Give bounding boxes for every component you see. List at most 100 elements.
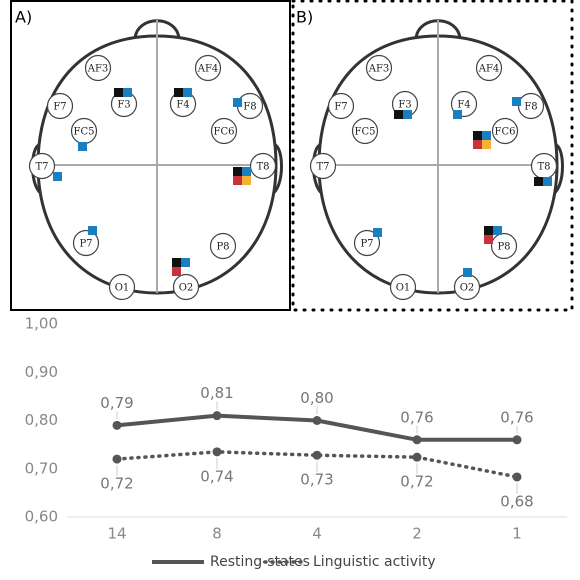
point — [412, 435, 422, 445]
marker-square — [463, 268, 472, 277]
electrode-label: F7 — [334, 102, 347, 113]
electrode-label: F7 — [53, 102, 66, 113]
marker-square — [181, 258, 190, 267]
point — [412, 452, 422, 462]
electrode-label: FC6 — [214, 127, 235, 138]
y-tick-label: 1,00 — [25, 315, 58, 333]
marker-square — [543, 177, 552, 186]
electrode-label: O1 — [396, 283, 411, 294]
electrode — [491, 117, 519, 145]
marker-square — [473, 131, 482, 140]
electrode-label: P8 — [497, 242, 510, 253]
value-label: 0,68 — [500, 492, 533, 510]
electrode-label: F4 — [457, 100, 470, 111]
electrode — [327, 92, 355, 120]
head-diagram: AF3 AF4 F7 F3 F4 F8 FC5 FC6 T7 T8 P7 P8 O1 O2 A) — [15, 8, 283, 301]
electrode-label: FC5 — [74, 127, 95, 138]
electrode-label: AF4 — [478, 64, 500, 75]
x-tick-label: 8 — [212, 525, 222, 543]
electrode — [46, 92, 74, 120]
marker-square — [473, 140, 482, 149]
electrode — [172, 273, 200, 301]
marker-square — [233, 167, 242, 176]
electrode — [351, 117, 379, 145]
marker-square — [482, 140, 491, 149]
electrode — [490, 232, 518, 260]
y-tick-label: 0,90 — [25, 363, 58, 381]
marker-square — [484, 226, 493, 235]
marker-square — [123, 88, 132, 97]
electrode — [389, 273, 417, 301]
panel-label: B) — [296, 8, 313, 27]
marker-square — [78, 142, 87, 151]
electrode-label: AF3 — [368, 64, 390, 75]
x-tick-label: 14 — [107, 525, 126, 543]
marker-square — [114, 88, 123, 97]
electrode — [309, 152, 337, 180]
marker-square — [183, 88, 192, 97]
marker-square — [233, 98, 242, 107]
value-label: 0,76 — [400, 408, 433, 426]
marker-square — [172, 267, 181, 276]
electrode-label: O2 — [460, 283, 475, 294]
electrode-label: P7 — [79, 239, 92, 250]
head-diagram: AF3 AF4 F7 F3 F4 F8 FC5 FC6 T7 T8 P7 P8 O1 O2 B) — [296, 8, 564, 301]
marker-square — [242, 176, 251, 185]
electrode — [249, 152, 277, 180]
x-tick-label: 4 — [312, 525, 322, 543]
electrode-label: O1 — [115, 283, 130, 294]
electrode-label: AF4 — [197, 64, 219, 75]
electrode — [84, 54, 112, 82]
point — [212, 447, 222, 457]
marker-square — [512, 97, 521, 106]
point — [212, 411, 222, 421]
point — [312, 416, 322, 425]
electrode — [209, 232, 237, 260]
electrode-label: P8 — [216, 242, 229, 253]
legend-label: Resting-states — [210, 554, 310, 570]
electrode-label: T7 — [35, 162, 48, 173]
electrode-label: T8 — [256, 162, 269, 173]
panel-a-frame — [10, 0, 291, 311]
series-line — [115, 450, 519, 479]
electrode-label: T7 — [316, 162, 329, 173]
electrode — [365, 54, 393, 82]
value-label: 0,76 — [500, 408, 533, 426]
electrode — [210, 117, 238, 145]
electrode — [28, 152, 56, 180]
marker-square — [233, 176, 242, 185]
point — [312, 450, 322, 460]
marker-square — [482, 131, 491, 140]
electrode-label: F4 — [176, 100, 189, 111]
electrode-label: T8 — [537, 162, 550, 173]
electrode-label: F3 — [398, 100, 411, 111]
value-label: 0,79 — [100, 394, 133, 412]
value-label: 0,72 — [400, 473, 433, 491]
panel-label: A) — [15, 8, 32, 27]
marker-square — [403, 110, 412, 119]
electrode — [475, 54, 503, 82]
electrode-label: P7 — [360, 239, 373, 250]
value-label: 0,80 — [300, 389, 333, 407]
legend-label: Linguistic activity — [313, 554, 436, 570]
marker-square — [172, 258, 181, 267]
value-label: 0,74 — [200, 467, 233, 485]
point — [112, 420, 122, 430]
marker-square — [534, 177, 543, 186]
electrode-label: F8 — [243, 102, 256, 113]
y-tick-label: 0,70 — [25, 459, 58, 477]
marker-square — [242, 167, 251, 176]
panel-b-frame — [291, 0, 574, 312]
value-label: 0,73 — [300, 471, 333, 489]
marker-square — [174, 88, 183, 97]
marker-square — [394, 110, 403, 119]
point — [512, 435, 522, 445]
x-tick-label: 1 — [512, 525, 522, 543]
electrode-label: F3 — [117, 100, 130, 111]
electrode — [194, 54, 222, 82]
electrode-label: FC5 — [355, 127, 376, 138]
marker-square — [88, 226, 97, 235]
electrode-label: O2 — [179, 283, 194, 294]
electrode — [108, 273, 136, 301]
value-label: 0,81 — [200, 384, 233, 402]
